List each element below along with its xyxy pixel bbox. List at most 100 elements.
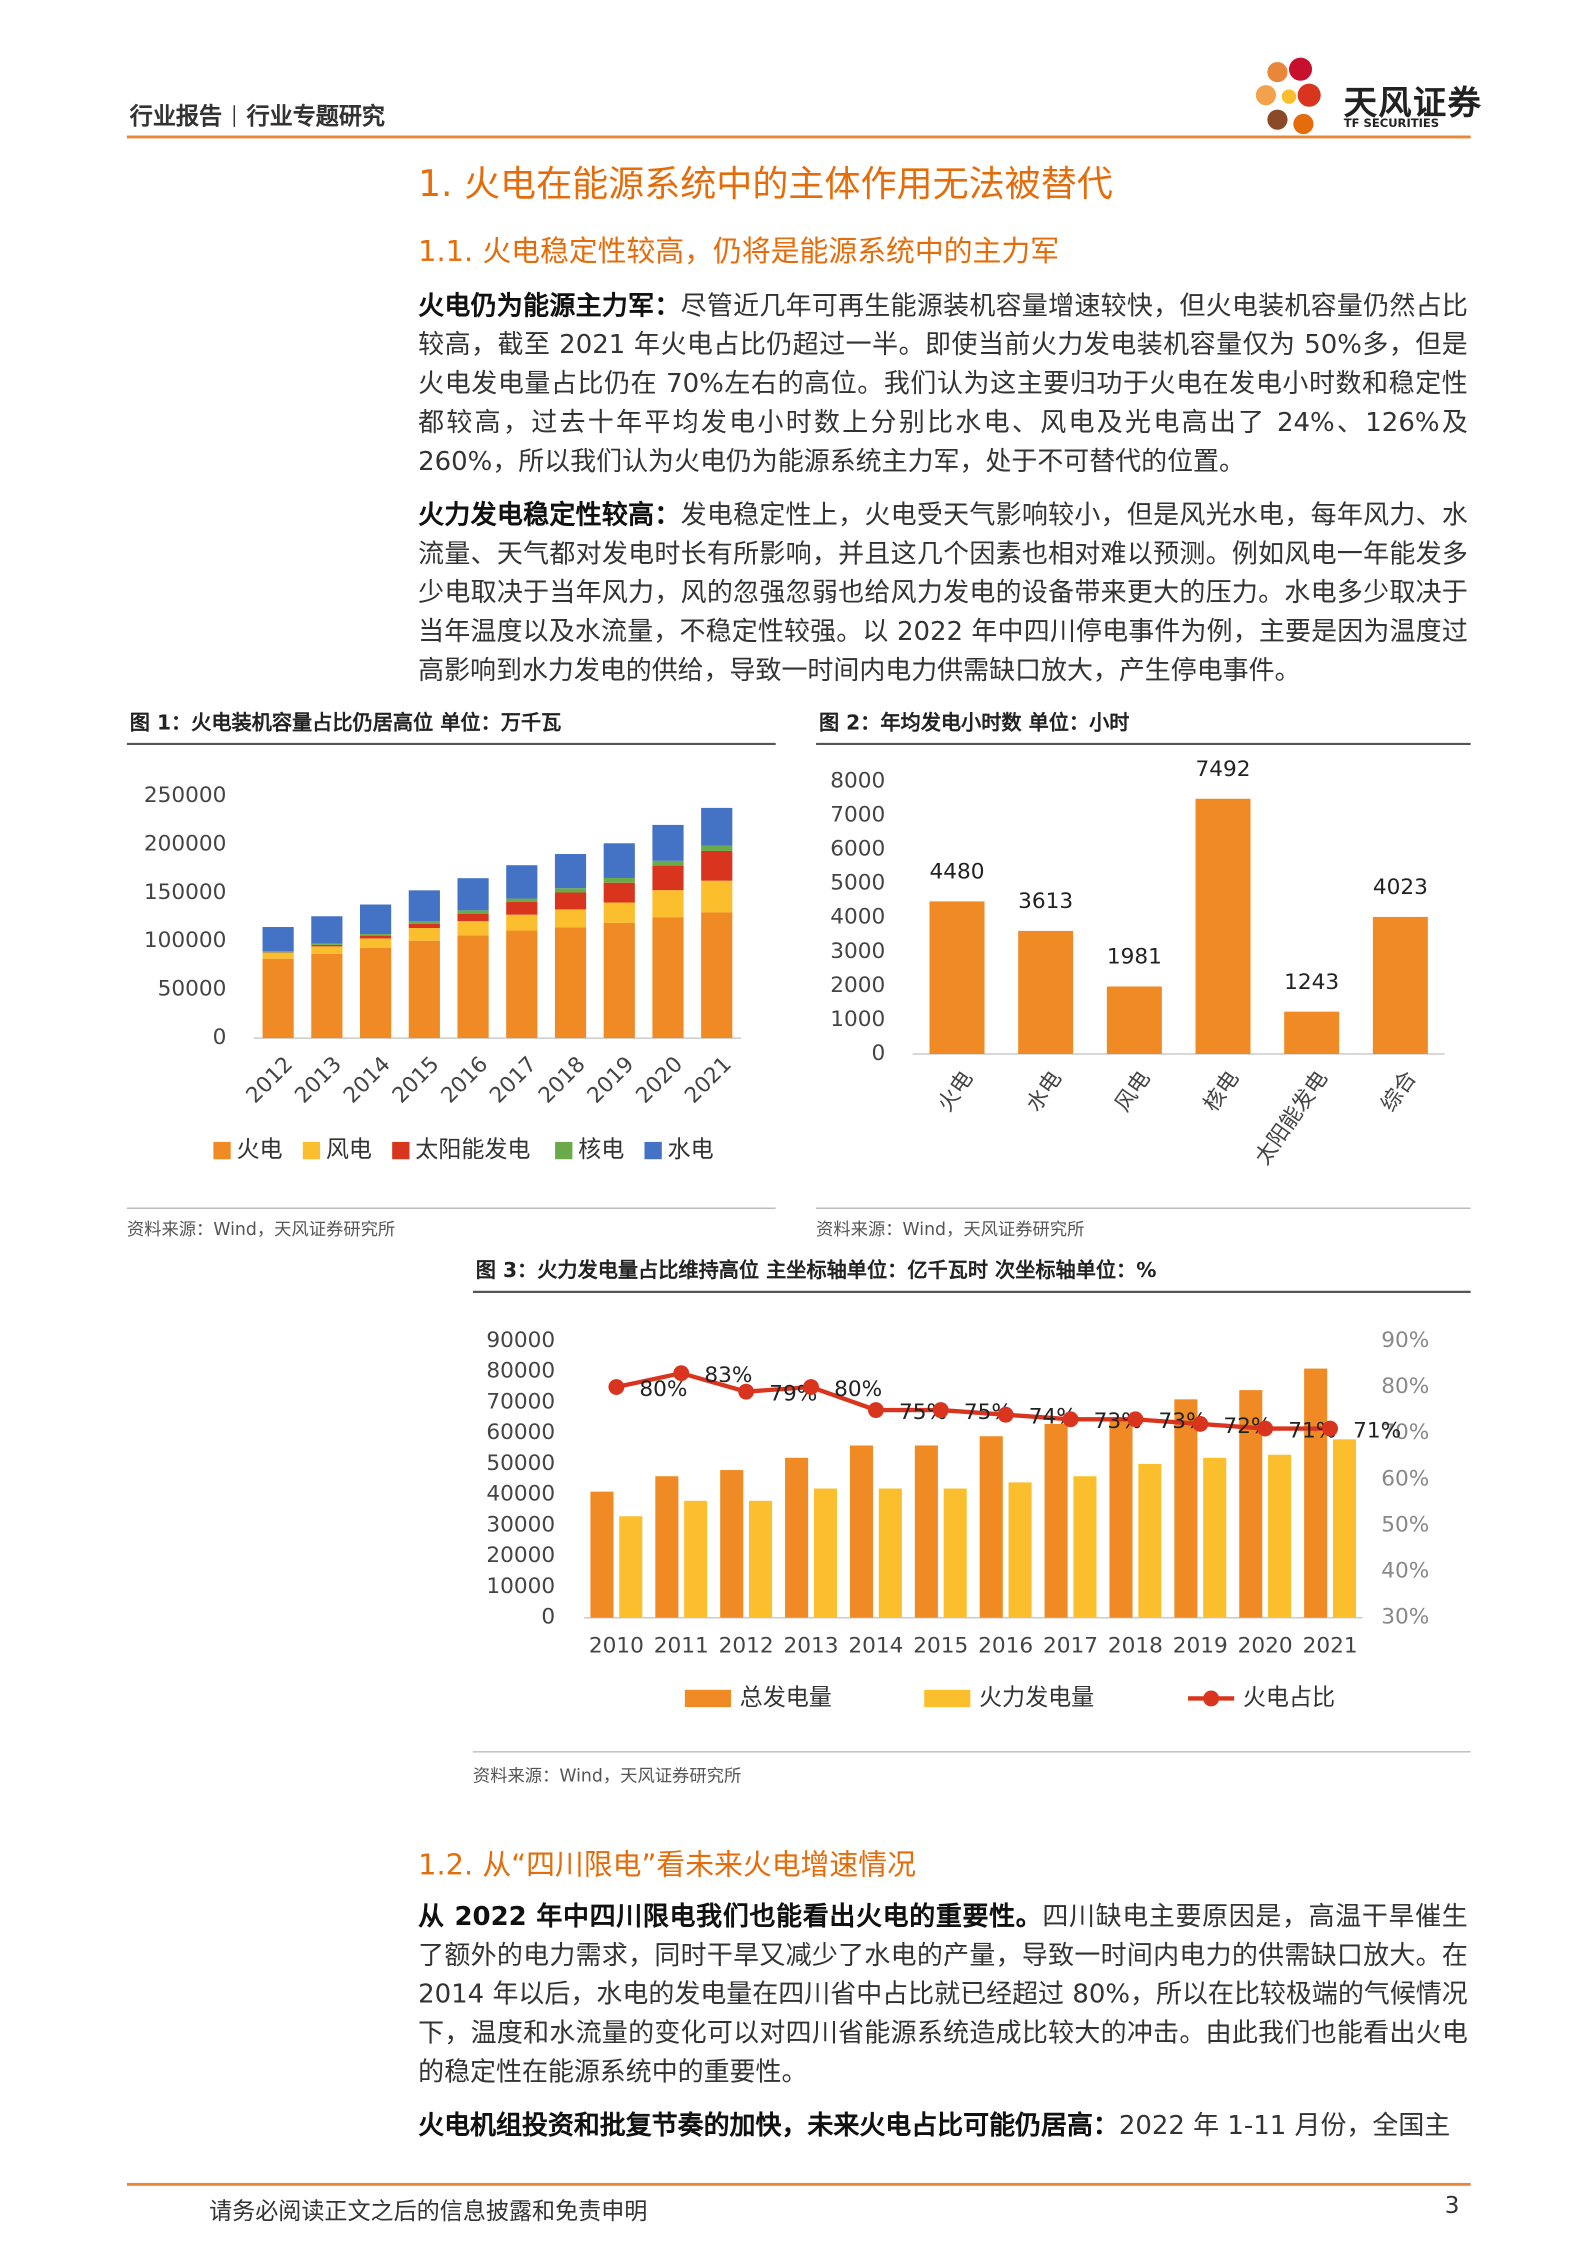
logo-petal — [1293, 113, 1314, 135]
logo-petal — [1297, 83, 1321, 107]
y-tick-label: 8000 — [830, 768, 885, 793]
x-tick-label: 2018 — [1108, 1634, 1163, 1659]
bar — [914, 1445, 938, 1618]
data-label: 4480 — [930, 860, 985, 885]
line-marker — [738, 1383, 755, 1400]
data-label: 80% — [834, 1377, 882, 1402]
bar-segment — [603, 843, 635, 878]
line-marker — [1322, 1420, 1339, 1437]
y-tick-label: 20000 — [486, 1543, 555, 1568]
data-label: 83% — [704, 1363, 752, 1388]
x-tick-label: 2017 — [1043, 1634, 1098, 1659]
paragraph: 火力发电稳定性较高：发电稳定性上，火电受天气影响较小，但是风光水电，每年风力、水… — [418, 496, 1468, 691]
legend-label: 火力发电量 — [979, 1685, 1094, 1711]
bar-segment — [554, 854, 587, 889]
footer-rule — [126, 2182, 1471, 2186]
lead: 火电仍为能源主力军： — [418, 291, 681, 322]
y-tick-label: 4000 — [830, 905, 885, 930]
paragraph: 火电仍为能源主力军：尽管近几年可再生能源装机容量增速较快，但火电装机容量仍然占比… — [418, 287, 1468, 482]
bar-segment — [311, 944, 343, 947]
line-marker — [1192, 1416, 1209, 1432]
legend-swatch — [644, 1141, 662, 1160]
legend-label: 火电占比 — [1243, 1685, 1335, 1711]
bar-segment — [359, 938, 392, 948]
bar-segment — [408, 921, 440, 924]
lead: 火电机组投资和批复节奏的加快，未来火电占比可能仍居高： — [418, 2110, 1119, 2142]
legend-label: 风电 — [326, 1137, 372, 1163]
bar — [1073, 1476, 1097, 1618]
x-tick-label: 2015 — [913, 1634, 968, 1659]
x-tick-label: 太阳能发电 — [1251, 1067, 1333, 1170]
y-tick-label: 5000 — [830, 871, 885, 896]
chart-caption: 图 2：年均发电小时数 单位：小时 — [819, 710, 1130, 734]
bar-segment — [554, 927, 587, 1039]
line — [615, 1370, 1331, 1431]
bar — [684, 1500, 708, 1618]
data-label: 71% — [1353, 1418, 1401, 1443]
y-tick-label: 1000 — [830, 1007, 885, 1032]
x-tick-label: 核电 — [1199, 1067, 1244, 1117]
y-tick-label: 40000 — [486, 1482, 555, 1507]
data-label: 3613 — [1018, 889, 1073, 914]
line-marker — [997, 1406, 1014, 1423]
bar-segment — [554, 909, 587, 928]
x-tick-label: 2014 — [848, 1634, 903, 1659]
bar-segment — [457, 935, 489, 1039]
bar-segment — [359, 936, 392, 939]
bar-segment — [701, 807, 733, 846]
y2-tick-label: 90% — [1381, 1328, 1429, 1353]
bar-segment — [457, 921, 489, 936]
y-tick-label: 2000 — [830, 973, 885, 998]
x-tick-label: 2019 — [1173, 1634, 1228, 1659]
x-tick-label: 火电 — [933, 1067, 978, 1117]
legend-label: 总发电量 — [740, 1685, 832, 1711]
bar — [720, 1470, 744, 1618]
logo-center — [1281, 89, 1297, 104]
bar-segment — [603, 902, 635, 923]
bar-segment — [359, 934, 392, 937]
y2-tick-label: 30% — [1381, 1605, 1429, 1630]
y-tick-label: 0 — [872, 1041, 886, 1066]
bar — [1138, 1463, 1162, 1618]
y-tick-label: 50000 — [158, 977, 227, 1002]
logo-petal — [1267, 109, 1288, 130]
bar — [1195, 798, 1251, 1054]
y2-tick-label: 60% — [1381, 1466, 1429, 1491]
bar — [1106, 986, 1162, 1054]
bar — [619, 1516, 643, 1618]
chart-source: 资料来源：Wind，天风证券研究所 — [816, 1220, 1084, 1240]
bar — [1174, 1399, 1198, 1618]
x-tick-label: 2013 — [290, 1052, 347, 1109]
bar-segment — [701, 845, 733, 851]
bar-segment — [262, 927, 294, 952]
heading: 1. 火电在能源系统中的主体作用无法被替代 — [418, 162, 1113, 205]
bar-segment — [701, 880, 733, 913]
bar-segment — [554, 892, 587, 910]
bar-segment — [506, 898, 538, 903]
y-tick-label: 60000 — [486, 1420, 555, 1445]
chart-caption: 图 1：火电装机容量占比仍居高位 单位：万千瓦 — [130, 710, 562, 734]
bar-segment — [652, 824, 684, 861]
bar-segment — [652, 860, 684, 866]
y-tick-label: 70000 — [486, 1389, 555, 1414]
bar — [590, 1491, 614, 1618]
line-marker — [932, 1402, 949, 1419]
legend-swatch — [555, 1141, 573, 1160]
bar-segment — [311, 946, 343, 954]
data-label: 1243 — [1284, 970, 1339, 995]
bar-segment — [359, 904, 392, 935]
bar-segment — [408, 890, 440, 922]
bar — [849, 1445, 874, 1618]
bar-segment — [701, 912, 733, 1039]
y-tick-label: 3000 — [830, 939, 885, 964]
line-marker — [1127, 1411, 1144, 1428]
bar-segment — [603, 922, 635, 1039]
logo-name: 天风证券 — [1343, 85, 1483, 123]
report-type: 行业报告 — [129, 102, 223, 130]
y-tick-label: 30000 — [486, 1512, 555, 1537]
x-tick-label: 2021 — [1303, 1634, 1358, 1659]
logo-petal — [1255, 85, 1277, 106]
bar — [813, 1488, 837, 1618]
legend-label: 核电 — [578, 1137, 624, 1163]
